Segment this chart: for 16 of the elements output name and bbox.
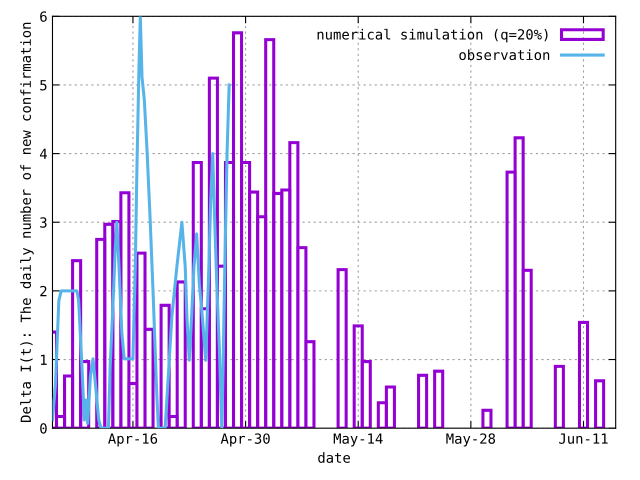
- y-tick-label: 4: [40, 148, 47, 159]
- y-tick-label: 6: [40, 11, 47, 22]
- y-tick-label: 5: [40, 80, 47, 90]
- y-axis-title: Delta I(t): The daily number of new confirmation: [20, 22, 34, 422]
- x-tick-label: Apr-16: [108, 433, 158, 447]
- y-tick-label: 0: [40, 423, 47, 434]
- x-tick-label: May-14: [334, 434, 383, 447]
- x-tick-label: Jun-11: [559, 434, 608, 444]
- y-tick-label: 1: [40, 354, 47, 365]
- legend-label: numerical simulation (q=20%): [318, 28, 548, 42]
- legend-label: observation: [459, 49, 550, 60]
- y-tick-label: 3: [40, 217, 47, 228]
- x-axis-title: date: [318, 452, 350, 463]
- x-tick-label: May-28: [446, 433, 496, 447]
- x-tick-label: Apr-30: [220, 433, 270, 447]
- y-tick-label: 2: [40, 286, 46, 296]
